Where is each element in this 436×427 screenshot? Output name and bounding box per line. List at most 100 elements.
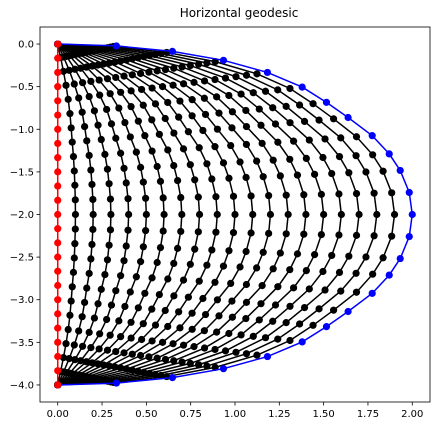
intermediate-curve-18-point — [296, 320, 304, 328]
intermediate-curve-19-point — [329, 115, 338, 123]
intermediate-curve-16-point — [249, 332, 257, 340]
intermediate-curve-11-point — [227, 279, 235, 287]
intermediate-curve-7-point — [94, 61, 102, 69]
intermediate-curve-10-point — [229, 192, 238, 200]
intermediate-curve-10-point — [137, 69, 145, 78]
intermediate-curve-14-point — [170, 64, 178, 72]
intermediate-curve-9-point — [195, 277, 203, 285]
intermediate-curve-13-point — [269, 156, 277, 164]
intermediate-curve-8-point — [138, 335, 146, 344]
intermediate-curve-8-point — [120, 349, 128, 357]
intermediate-curve-19-point — [286, 84, 294, 93]
intermediate-curve-3-point — [94, 300, 102, 308]
intermediate-curve-14-point — [225, 329, 233, 338]
intermediate-curve-13-point — [242, 298, 251, 306]
intermediate-curve-5-point — [115, 104, 123, 112]
intermediate-curve-3-point — [107, 210, 115, 219]
intermediate-curve-3-point — [101, 150, 109, 158]
intermediate-curve-16-point — [269, 104, 277, 112]
intermediate-curve-6-point — [127, 318, 135, 326]
intermediate-curve-3-point — [71, 356, 79, 364]
start-curve-point — [54, 338, 62, 346]
intermediate-curve-19-point — [309, 321, 317, 329]
intermediate-curve-12-point — [259, 248, 267, 256]
end-curve-point — [344, 307, 352, 316]
intermediate-curve-14-point — [257, 300, 265, 308]
intermediate-curve-12-point — [200, 94, 208, 102]
intermediate-curve-9-point — [164, 322, 172, 331]
intermediate-curve-13-point — [161, 65, 170, 74]
intermediate-curve-14-point — [242, 314, 250, 323]
intermediate-curve-18-point — [274, 335, 282, 343]
intermediate-curve-1 — [54, 40, 80, 389]
intermediate-curve-2-point — [78, 313, 86, 321]
end-curve-point — [396, 166, 404, 175]
intermediate-curve-15-point — [311, 251, 319, 259]
intermediate-curve-9-point — [203, 160, 211, 168]
intermediate-curve-14-point — [293, 250, 302, 258]
end-curve-point — [405, 232, 413, 241]
intermediate-curve-13-point — [284, 210, 292, 219]
intermediate-curve-13-point — [282, 230, 290, 238]
intermediate-curve-6-point — [159, 227, 167, 235]
intermediate-curve-11-point — [169, 81, 177, 89]
intermediate-curve-1-point — [66, 311, 74, 319]
end-curve-point — [112, 42, 120, 50]
intermediate-curve-11-point — [236, 158, 244, 166]
intermediate-curve-13-point — [282, 191, 290, 199]
intermediate-curve-1-point — [67, 297, 75, 305]
intermediate-curve-15-point — [237, 331, 245, 339]
intermediate-curve-15-point — [289, 137, 298, 145]
y-tick-label: −4.0 — [10, 380, 34, 391]
intermediate-curve-10-point — [229, 229, 238, 237]
intermediate-curve-9-point — [203, 261, 211, 269]
intermediate-curve-4-point — [87, 77, 95, 85]
end-curve-point — [396, 254, 404, 263]
intermediate-curve-4-point — [112, 134, 120, 142]
intermediate-curve-19-point — [388, 189, 396, 197]
intermediate-curve-9-point — [164, 98, 172, 107]
intermediate-curve-8-point — [191, 176, 199, 184]
intermediate-curve-18-point — [242, 350, 251, 358]
intermediate-curve-6-point — [103, 75, 112, 83]
intermediate-curve-11-point — [169, 340, 177, 348]
intermediate-curve-6-point — [103, 346, 112, 354]
intermediate-curve-8-point — [179, 276, 188, 284]
intermediate-curve-13-point — [258, 139, 266, 147]
intermediate-curve-14-point — [274, 283, 282, 291]
start-curve-point — [54, 154, 62, 162]
intermediate-curve-11-point — [242, 173, 250, 182]
intermediate-curve-5-point — [82, 358, 90, 366]
start-curve-point — [54, 83, 62, 91]
y-axis: 0.0 −0.5 −1.0 −1.5 −2.0 −2.5 −3.0 −3.5 −4.0 — [10, 40, 40, 391]
intermediate-curve-18-point — [352, 269, 360, 277]
x-tick-label: 1.25 — [268, 409, 290, 420]
intermediate-curve-2-point — [89, 225, 97, 234]
intermediate-curve-5-point — [137, 163, 145, 171]
intermediate-curve-7-point — [139, 101, 147, 109]
intermediate-curve-11-point — [227, 141, 235, 150]
intermediate-curve-7-point — [177, 193, 185, 202]
intermediate-curve-16-point — [286, 302, 294, 310]
intermediate-curve-3-point — [71, 65, 79, 73]
intermediate-curve-10-point — [211, 278, 219, 286]
intermediate-curve-1-point — [66, 110, 74, 118]
intermediate-curve-12-point — [265, 191, 273, 200]
intermediate-curve-6-point — [88, 359, 96, 367]
intermediate-curve-17-point — [335, 268, 344, 276]
intermediate-curve-3-point — [85, 92, 93, 101]
intermediate-curve-4-point — [96, 330, 104, 338]
intermediate-curve-9-point — [212, 228, 220, 236]
intermediate-curve-14-point — [274, 138, 282, 146]
y-tick-label: −2.5 — [10, 253, 34, 264]
intermediate-curve-17-point — [195, 361, 203, 369]
intermediate-curve-1-point — [69, 268, 78, 276]
intermediate-curve-17-point — [345, 252, 353, 260]
intermediate-curve-4-point — [107, 120, 116, 128]
intermediate-curve-8-point — [100, 60, 108, 68]
intermediate-curve-2-point — [75, 94, 83, 102]
start-curve-point — [54, 352, 62, 361]
intermediate-curve-2-point — [70, 341, 78, 349]
intermediate-curve-1-point — [71, 240, 79, 248]
intermediate-curve-2-point — [65, 66, 73, 74]
